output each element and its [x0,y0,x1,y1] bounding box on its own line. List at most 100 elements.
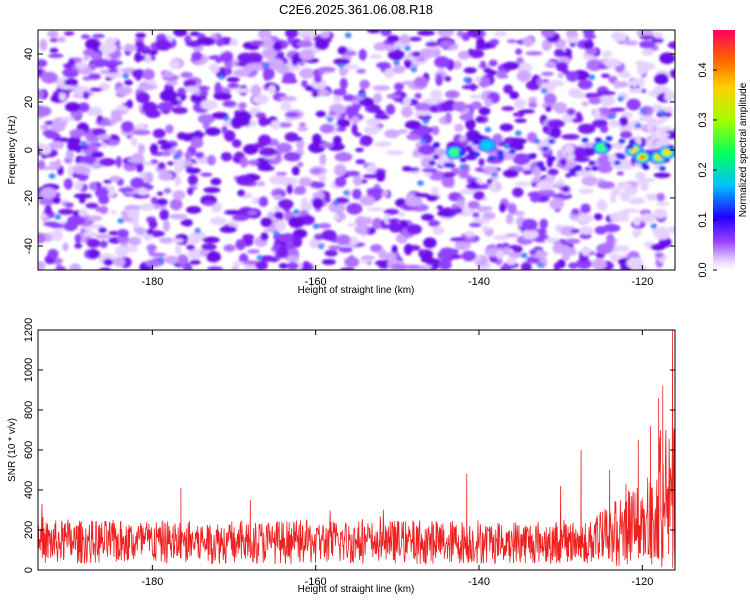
heatmap-cell [503,84,514,94]
heatmap-cell [609,212,624,223]
heatmap-cell [478,106,491,116]
line-xtick-label: -180 [141,576,163,588]
heatmap-cell [475,76,482,83]
heatmap-cell [610,191,617,204]
heatmap-cell [267,58,285,71]
heatmap-cell [461,250,477,262]
heatmap-cell [123,44,137,52]
heatmap-cell [489,38,500,46]
heatmap-cell [590,76,594,79]
heatmap-cell [235,175,253,186]
heatmap-cell [399,34,411,44]
heatmap-cell [472,140,480,146]
heatmap-cell [336,234,351,246]
heatmap-cell [616,171,625,176]
heatmap-cell [247,210,258,215]
heatmap-cell [597,107,611,116]
heatmap-cell [197,113,216,124]
heatmap-cell [258,116,269,127]
heatmap-cell [469,180,479,189]
heatmap-cell [594,137,602,143]
heatmap-cell [553,262,561,270]
heatmap-cell [426,258,434,266]
heatmap-cell [641,47,654,57]
heatmap-cell [443,162,451,168]
heatmap-cell [272,41,283,52]
heatmap-cell [667,144,675,150]
heatmap-cell [566,36,579,44]
heatmap-cell [406,224,422,235]
heatmap-cell [201,243,217,251]
heatmap-cell [626,257,643,269]
heatmap-cell [67,215,85,226]
heatmap-cell [38,261,46,270]
heatmap-cell [652,224,656,228]
heatmap-cell [146,204,156,210]
heatmap-cell [260,217,273,228]
heatmap-cell [430,186,440,197]
heatmap-cell [422,140,426,143]
heatmap-cell [458,135,467,142]
heatmap-cell [57,36,66,43]
heatmap-cell [611,31,625,41]
heatmap-cell [653,208,668,219]
heatmap-cell [313,75,322,83]
heatmap-cell [411,51,422,58]
heatmap-cell [203,186,221,194]
heatmap-cell [560,226,577,237]
heatmap-cell [310,168,323,174]
heatmap-cell [107,59,118,66]
heatmap-cell [332,88,347,96]
heatmap-cell [638,77,645,88]
line-panel: -180 -160 -140 -120 0 200 400 600 800 1000 1200 H… [7,318,676,595]
heatmap-cell [159,89,178,102]
heatmap-cell [169,198,183,211]
heatmap-cell [93,58,108,68]
heatmap-cell [492,133,503,144]
heatmap-cell [284,178,299,183]
heatmap-cell [354,215,369,227]
heatmap-cell [199,248,208,258]
heatmap-cell [40,71,58,84]
heatmap-cell [537,189,556,195]
heatmap-cell [581,137,589,143]
heatmap-cell [493,173,497,176]
heatmap-cell [324,249,338,257]
heatmap-cell [115,156,122,168]
heatmap-cell [65,150,75,161]
heatmap-cell [96,134,112,141]
heatmap-cell [288,216,305,229]
heatmap-cell [227,82,240,89]
heatmap-cell [373,92,383,104]
heatmap-cell [497,154,505,160]
heatmap-cell [187,247,203,260]
heatmap-cell [174,244,182,255]
heatmap-cell [360,93,364,97]
heatmap-cell [250,84,262,97]
heatmap-cell [512,153,531,166]
heatmap-cell [403,243,413,256]
line-ytick-label: 400 [23,481,35,499]
heatmap-cell [387,49,405,61]
heatmap-cell [243,264,259,270]
heatmap-cell [206,154,216,166]
heatmap-cell [98,227,107,234]
heatmap-cell [314,225,318,228]
heatmap-cell [459,212,472,217]
heatmap-cell [578,188,594,194]
heatmap-cell [509,244,520,250]
heatmap-cell [475,115,485,123]
heatmap-cell [155,39,172,51]
heatmap-cell [360,135,373,147]
heatmap-cell [432,226,445,236]
heatmap-cell [407,36,422,42]
heatmap-cell [94,186,109,199]
heatmap-cell [620,190,630,202]
heatmap-cell [96,114,103,123]
heatmap-cell [223,130,236,142]
heatmap-cell [259,147,277,157]
heatmap-cell [284,30,299,38]
heatmap-cell [118,187,134,193]
heatmap-cell [257,38,276,49]
heatmap-cell [99,240,108,249]
